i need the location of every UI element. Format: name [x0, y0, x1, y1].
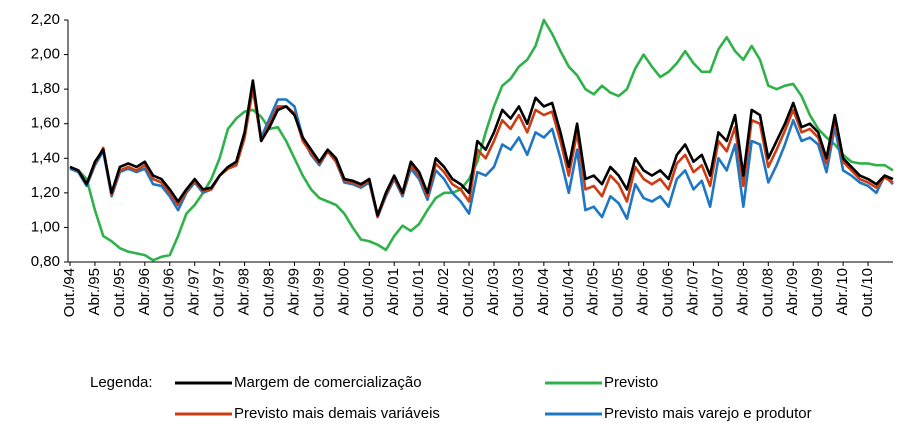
x-tick-label: Out./97: [211, 268, 228, 317]
legend-title: Legenda:: [90, 374, 153, 391]
x-tick-label: Abr./04: [535, 268, 552, 316]
legend-label: Previsto mais varejo e produtor: [604, 405, 812, 422]
x-tick-label: Out./04: [560, 268, 577, 317]
x-tick-label: Abr./02: [435, 268, 452, 316]
x-tick-label: Abr./09: [784, 268, 801, 316]
y-tick-label: 1,60: [31, 115, 60, 132]
y-tick-label: 1,20: [31, 184, 60, 201]
x-tick-label: Abr./97: [186, 268, 203, 316]
x-tick-label: Out./98: [260, 268, 277, 317]
x-tick-label: Abr./05: [585, 268, 602, 316]
y-tick-label: 1,80: [31, 80, 60, 97]
y-tick-label: 1,40: [31, 149, 60, 166]
series-line: [69, 79, 894, 217]
x-tick-label: Out./10: [859, 268, 876, 317]
x-tick-label: Out./02: [460, 268, 477, 317]
x-tick-label: Abr./07: [684, 268, 701, 316]
x-tick-label: Out./95: [111, 268, 128, 317]
x-tick-label: Abr./98: [236, 268, 253, 316]
x-tick-label: Out./00: [360, 268, 377, 317]
legend-label: Previsto mais demais variáveis: [234, 405, 440, 422]
y-tick-label: 2,00: [31, 46, 60, 63]
y-tick-label: 0,80: [31, 253, 60, 270]
legend-label: Margem de comercialização: [234, 374, 422, 391]
x-tick-label: Out./06: [660, 268, 677, 317]
x-tick-label: Out./96: [161, 268, 178, 317]
x-tick-label: Out./09: [809, 268, 826, 317]
x-tick-label: Abr./10: [834, 268, 851, 316]
x-tick-label: Out./99: [310, 268, 327, 317]
x-tick-label: Abr./03: [485, 268, 502, 316]
x-tick-label: Out./03: [510, 268, 527, 317]
x-tick-label: Abr./96: [136, 268, 153, 316]
x-tick-label: Out./08: [759, 268, 776, 317]
x-tick-label: Out./94: [61, 268, 78, 317]
x-tick-label: Abr./08: [734, 268, 751, 316]
y-tick-label: 2,20: [31, 11, 60, 28]
x-tick-label: Abr./06: [635, 268, 652, 316]
x-tick-label: Out./07: [709, 268, 726, 317]
x-tick-label: Out./05: [610, 268, 627, 317]
x-tick-label: Out./01: [410, 268, 427, 317]
x-tick-label: Abr./00: [335, 268, 352, 316]
x-tick-label: Abr./99: [285, 268, 302, 316]
series-line: [69, 87, 894, 219]
x-tick-label: Abr./95: [86, 268, 103, 316]
series-line: [69, 18, 894, 262]
y-tick-label: 1,00: [31, 218, 60, 235]
legend-label: Previsto: [604, 374, 658, 391]
x-tick-label: Abr./01: [385, 268, 402, 316]
